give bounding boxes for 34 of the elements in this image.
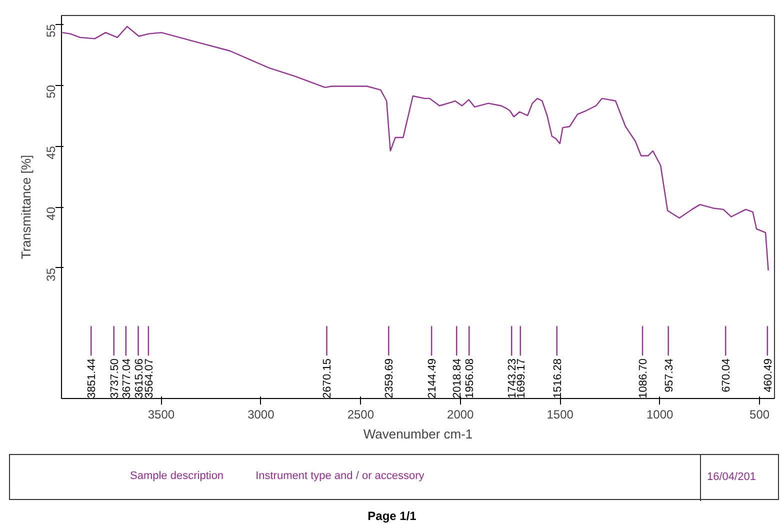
x-axis-title: Wavenumber cm-1 — [363, 426, 473, 442]
ref-line-label: 1086.70 — [638, 358, 650, 398]
text: 16/04/201 — [700, 455, 756, 501]
x-tick-label: 2500 — [347, 408, 374, 422]
x-tick-label: 1000 — [646, 408, 674, 422]
ref-line-label: 2359.69 — [384, 358, 396, 398]
ref-line-label: 1516.28 — [552, 358, 564, 398]
x-tick-label: 500 — [750, 408, 770, 422]
ref-line-label: 2670.15 — [322, 358, 334, 398]
y-tick-label: 40 — [44, 206, 58, 220]
y-tick-label: 45 — [44, 146, 58, 160]
x-tick-label: 3500 — [148, 408, 175, 422]
ref-line-label: 3564.07 — [143, 358, 156, 398]
text: Page 1/1 — [366, 508, 418, 525]
ref-line-label: 460.49 — [762, 358, 774, 392]
ref-line-label: 2144.49 — [426, 358, 439, 398]
ref-line-label: 670.04 — [720, 358, 733, 392]
text: Sample description — [130, 469, 224, 484]
y-tick-label: 50 — [44, 84, 58, 98]
y-tick-label: 35 — [44, 268, 58, 282]
ref-line-label: 3677.04 — [120, 358, 133, 398]
text: Instrument type and / or accessory — [256, 469, 424, 484]
x-tick-label: 3000 — [248, 408, 275, 422]
ref-line-label: 1956.08 — [464, 358, 476, 398]
x-tick-label: 2000 — [447, 408, 474, 422]
x-tick-label: 1500 — [546, 408, 574, 422]
y-tick-label: 55 — [44, 24, 58, 38]
ref-line-label: 3615.06 — [133, 358, 146, 398]
y-axis-title: Transmittance [%] — [18, 154, 34, 260]
ref-line-label: 1699.17 — [515, 358, 528, 398]
ref-line-label: 3737.50 — [108, 358, 121, 398]
ref-line-label: 957.34 — [663, 358, 676, 392]
ref-line-label: 3851.44 — [86, 358, 98, 398]
ref-line-label: 2018.84 — [452, 358, 464, 398]
